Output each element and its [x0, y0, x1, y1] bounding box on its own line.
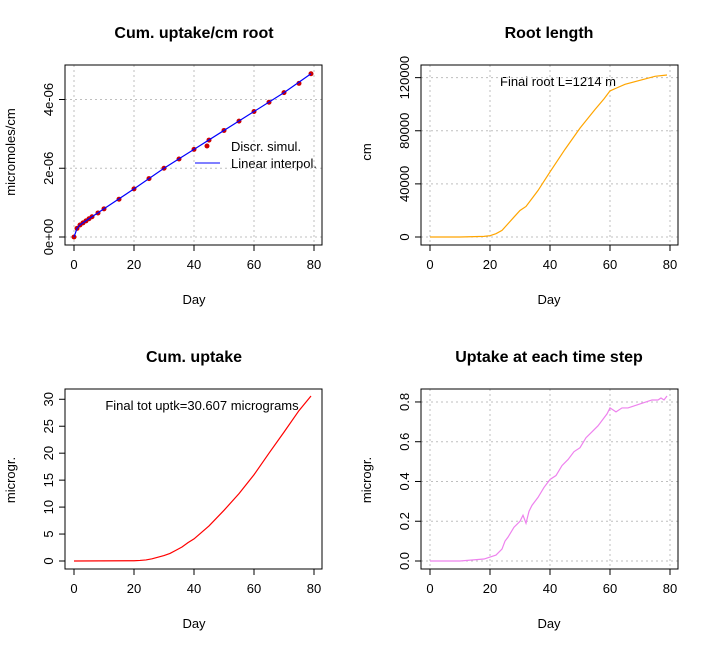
x-tick-label: 80	[663, 257, 677, 272]
y-tick-label: 0e+00	[41, 219, 56, 256]
annotation-final-root-length: Final root L=1214 m	[500, 74, 616, 89]
panel-uptake-per-step: Uptake at each time step Day microgr.	[359, 349, 643, 631]
x-axis-label: Day	[182, 292, 206, 307]
y-axis-label: microgr.	[359, 457, 374, 503]
series-line	[73, 395, 312, 562]
plot-area-3: 0 20 40 60 80 0 5 10 15 20 25 30	[41, 388, 323, 596]
x-tick-label: 40	[187, 257, 201, 272]
x-tick-label: 60	[603, 257, 617, 272]
x-tick-label: 80	[307, 581, 321, 596]
legend-label-discr-simul: Discr. simul.	[231, 139, 301, 154]
y-tick-label: 30	[41, 392, 56, 406]
x-axis-label: Day	[537, 292, 561, 307]
y-tick-label: 4e-06	[41, 83, 56, 116]
data-point	[296, 80, 302, 86]
y-tick-label: 5	[41, 530, 56, 537]
legend-marker-points	[204, 143, 210, 149]
series-line	[430, 395, 668, 562]
plot-area-4: 0 20 40 60 80 0.0 0.2 0.4 0.6 0.8	[397, 388, 679, 596]
x-tick-label: 80	[307, 257, 321, 272]
plot-area-2: 0 20 40 60 80 0 40000 80000 120000	[397, 56, 679, 272]
y-tick-label: 80000	[397, 113, 412, 149]
y-tick-label: 25	[41, 419, 56, 433]
chart-title: Uptake at each time step	[455, 349, 643, 366]
plot-area-1: 0 20 40 60 80 0e+00 2e-06 4e-06	[41, 64, 323, 272]
x-tick-label: 0	[70, 257, 77, 272]
x-tick-label: 20	[127, 257, 141, 272]
x-tick-label: 20	[127, 581, 141, 596]
x-axis-label: Day	[537, 616, 561, 631]
y-tick-label: 0	[41, 557, 56, 564]
chart-title: Cum. uptake	[146, 349, 242, 366]
x-tick-label: 20	[483, 257, 497, 272]
x-tick-label: 0	[426, 257, 433, 272]
x-tick-label: 60	[247, 257, 261, 272]
x-tick-label: 0	[70, 581, 77, 596]
x-tick-label: 40	[543, 257, 557, 272]
legend: Discr. simul. Linear interpol.	[195, 139, 317, 171]
y-tick-label: 10	[41, 500, 56, 514]
y-tick-label: 2e-06	[41, 152, 56, 185]
y-tick-label: 0.4	[397, 472, 412, 490]
y-axis-label: cm	[359, 143, 374, 160]
x-tick-label: 60	[247, 581, 261, 596]
y-tick-label: 0.2	[397, 512, 412, 530]
chart-title: Root length	[505, 25, 594, 42]
y-tick-label: 15	[41, 473, 56, 487]
x-tick-label: 80	[663, 581, 677, 596]
x-tick-label: 20	[483, 581, 497, 596]
panel-cum-uptake-per-cm: Cum. uptake/cm root Day micromoles/cm Di…	[3, 25, 317, 307]
x-tick-label: 40	[187, 581, 201, 596]
y-axis-label: microgr.	[3, 457, 18, 503]
series-line	[430, 74, 668, 238]
series-line	[73, 73, 312, 238]
annotation-final-total-uptake: Final tot uptk=30.607 micrograms	[105, 398, 299, 413]
y-axis-label: micromoles/cm	[3, 108, 18, 195]
plot-frame	[64, 388, 323, 570]
y-tick-label: 120000	[397, 56, 412, 99]
legend-label-linear-interpol: Linear interpol.	[231, 156, 317, 171]
x-tick-label: 0	[426, 581, 433, 596]
x-tick-label: 40	[543, 581, 557, 596]
chart-title: Cum. uptake/cm root	[114, 25, 274, 42]
x-axis-label: Day	[182, 616, 206, 631]
y-tick-label: 0.8	[397, 393, 412, 411]
y-tick-label: 0	[397, 233, 412, 240]
y-tick-label: 20	[41, 446, 56, 460]
panel-cum-uptake: Cum. uptake Day microgr. Final tot uptk=…	[3, 349, 299, 631]
y-tick-label: 0.6	[397, 433, 412, 451]
y-tick-label: 40000	[397, 166, 412, 202]
x-tick-label: 60	[603, 581, 617, 596]
panel-root-length: Root length Day cm Final root L=1214 m	[359, 25, 616, 307]
y-tick-label: 0.0	[397, 552, 412, 570]
